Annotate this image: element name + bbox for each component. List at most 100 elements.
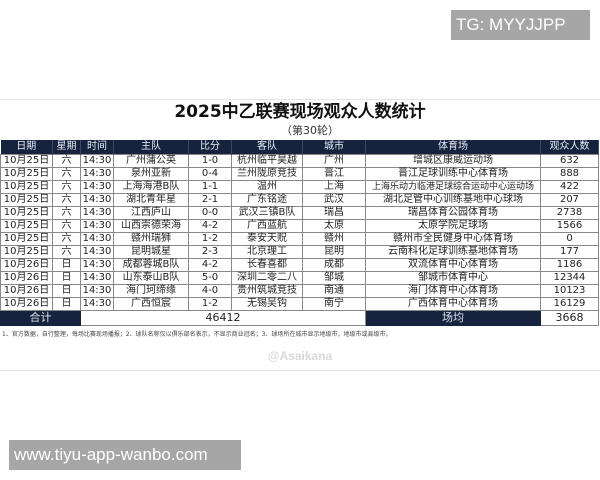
table-row: 10月25日六 14:30 湖北青年星 2-1 广东铭途 武汉 湖北足管中心训练基地中心球场… — [0, 193, 599, 207]
column-header: 城市 — [302, 140, 366, 155]
table-cell: 10月26日 — [0, 284, 53, 298]
table-cell: 10月25日 — [0, 219, 53, 233]
table-cell: 贵州筑城竞技 — [231, 284, 303, 298]
table-cell: 广东铭途 — [231, 193, 303, 207]
table-cell: 1566 — [540, 219, 599, 233]
table-cell: 广西体育中心体育场 — [365, 297, 541, 311]
table-cell: 晋江 — [302, 167, 366, 181]
table-cell: 10月25日 — [0, 232, 53, 246]
table-cell: 广州蒲公英 — [113, 154, 189, 168]
table-cell: 14:30 — [80, 180, 114, 194]
table-cell: 昆明城星 — [113, 245, 189, 259]
total-label: 合计 — [0, 310, 81, 326]
table-cell: 10月25日 — [0, 245, 53, 259]
table-cell: 10月25日 — [0, 193, 53, 207]
table-cell: 1186 — [540, 258, 599, 272]
table-row: 10月25日六 14:30 赣州瑞狮 1-2 泰安天贶 赣州 赣州市全民健身中心体育场 0 — [0, 232, 599, 246]
table-cell: 云南科化足球训练基地体育场 — [365, 245, 541, 259]
average-value: 3668 — [540, 310, 599, 326]
column-header: 星期 — [52, 140, 81, 155]
table-cell: 杭州临平昊越 — [231, 154, 303, 168]
table-cell: 江西庐山 — [113, 206, 189, 220]
table-cell: 泉州亚新 — [113, 167, 189, 181]
table-cell: 14:30 — [80, 284, 114, 298]
table-cell: 12344 — [540, 271, 599, 285]
total-value: 46412 — [80, 310, 366, 326]
table-cell: 10月26日 — [0, 258, 53, 272]
table-row: 10月25日六 14:30 上海海港B队 1-1 温州 上海 上海乐动力临港足球综合运动中心… — [0, 180, 599, 194]
table-cell: 2-1 — [188, 193, 232, 207]
table-cell: 10月25日 — [0, 167, 53, 181]
table-cell: 上海 — [302, 180, 366, 194]
table-row: 10月25日六 14:30 江西庐山 0-0 武汉三镇B队 瑞昌 瑞昌体育公园体育场 2738 — [0, 206, 599, 220]
table-cell: 增城区康威运动场 — [365, 154, 541, 168]
table-cell: 邹城 — [302, 271, 366, 285]
table-cell: 广州 — [302, 154, 366, 168]
table-cell: 瑞昌 — [302, 206, 366, 220]
table-cell: 10月26日 — [0, 271, 53, 285]
table-cell: 六 — [52, 180, 81, 194]
table-cell: 10月25日 — [0, 180, 53, 194]
table-cell: 广西蓝航 — [231, 219, 303, 233]
table-cell: 日 — [52, 284, 81, 298]
table-cell: 赣州瑞狮 — [113, 232, 189, 246]
table-cell: 成都蓉城B队 — [113, 258, 189, 272]
table-cell: 六 — [52, 154, 81, 168]
column-header: 比分 — [188, 140, 232, 155]
table-row: 10月26日日 14:30 海门珂缔缘 4-0 贵州筑城竞技 南通 海门体育中心体育场 101… — [0, 284, 599, 298]
table-cell: 太原学院足球场 — [365, 219, 541, 233]
table-cell: 广西恒宸 — [113, 297, 189, 311]
table-cell: 山西崇德荣海 — [113, 219, 189, 233]
table-cell: 温州 — [231, 180, 303, 194]
table-cell: 南通 — [302, 284, 366, 298]
table-cell: 207 — [540, 193, 599, 207]
table-cell: 湖北青年星 — [113, 193, 189, 207]
table-row: 10月25日六 14:30 泉州亚新 0-4 兰州陇原竞技 晋江 晋江足球训练中心体育场 88… — [0, 167, 599, 181]
table-cell: 0-0 — [188, 206, 232, 220]
table-cell: 1-2 — [188, 297, 232, 311]
round-subtitle: （第30轮） — [281, 124, 339, 137]
table-cell: 10月25日 — [0, 206, 53, 220]
table-cell: 14:30 — [80, 245, 114, 259]
table-cell: 14:30 — [80, 167, 114, 181]
table-cell: 昆明 — [302, 245, 366, 259]
table-cell: 10月25日 — [0, 154, 53, 168]
column-header: 观众人数 — [540, 140, 599, 155]
table-cell: 14:30 — [80, 258, 114, 272]
table-cell: 武汉三镇B队 — [231, 206, 303, 220]
table-cell: 上海乐动力临港足球综合运动中心运动场 — [365, 180, 541, 194]
table-cell: 六 — [52, 232, 81, 246]
footnote: 1、官方数据，自行整理，每场比赛现场播报；2、球队名称仅以俱乐部名表示，不显示商… — [2, 331, 392, 338]
table-cell: 5-0 — [188, 271, 232, 285]
table-cell: 2-3 — [188, 245, 232, 259]
table-cell: 14:30 — [80, 271, 114, 285]
table-cell: 南宁 — [302, 297, 366, 311]
table-cell: 海门珂缔缘 — [113, 284, 189, 298]
column-header: 客队 — [231, 140, 303, 155]
table-cell: 2738 — [540, 206, 599, 220]
table-cell: 海门体育中心体育场 — [365, 284, 541, 298]
table-cell: 赣州市全民健身中心体育场 — [365, 232, 541, 246]
table-cell: 六 — [52, 245, 81, 259]
table-cell: 4-2 — [188, 219, 232, 233]
table-cell: 湖北足管中心训练基地中心球场 — [365, 193, 541, 207]
table-cell: 赣州 — [302, 232, 366, 246]
table-cell: 六 — [52, 206, 81, 220]
table-row: 10月26日日 14:30 成都蓉城B队 4-2 长春喜都 成都 双流体育中心体育场 1186 — [0, 258, 599, 272]
table-cell: 山东泰山B队 — [113, 271, 189, 285]
table-cell: 日 — [52, 258, 81, 272]
column-header: 时间 — [80, 140, 114, 155]
table-cell: 无锡吴钩 — [231, 297, 303, 311]
table-cell: 4-0 — [188, 284, 232, 298]
table-cell: 888 — [540, 167, 599, 181]
table-cell: 632 — [540, 154, 599, 168]
table-cell: 兰州陇原竞技 — [231, 167, 303, 181]
table-cell: 双流体育中心体育场 — [365, 258, 541, 272]
table-cell: 六 — [52, 193, 81, 207]
table-cell: 14:30 — [80, 206, 114, 220]
table-cell: 北京理工 — [231, 245, 303, 259]
table-cell: 0-4 — [188, 167, 232, 181]
table-cell: 深圳二零二八 — [231, 271, 303, 285]
table-cell: 14:30 — [80, 154, 114, 168]
table-cell: 上海海港B队 — [113, 180, 189, 194]
